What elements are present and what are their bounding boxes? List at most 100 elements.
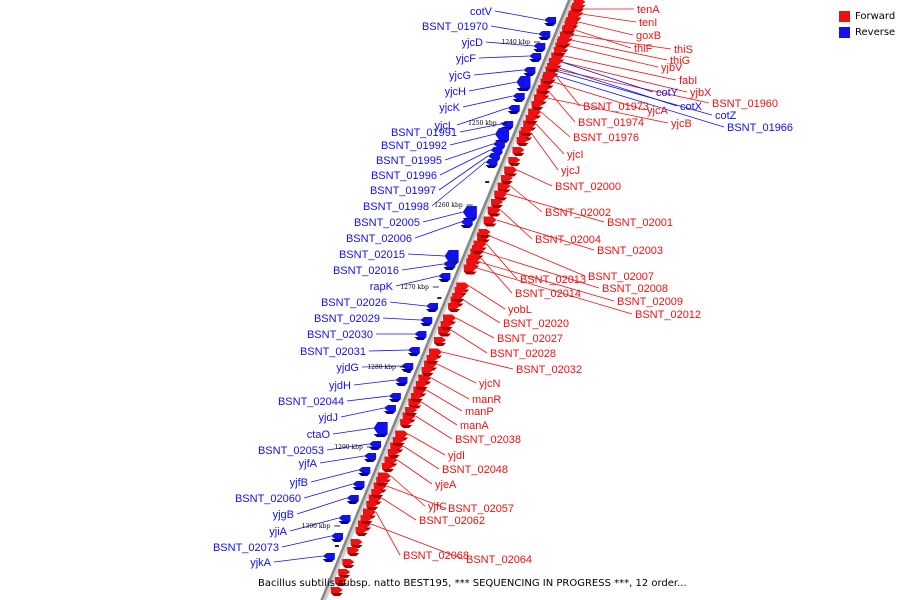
gene-block-track-324[interactable] [440, 321, 453, 330]
gene-block-bsnt-02029[interactable] [420, 317, 433, 326]
gene-block-bsnt-02030[interactable] [414, 331, 427, 340]
gene-block-yjcd[interactable] [533, 43, 546, 52]
axis-ticks: 1240 kbp 1250 kbp 1260 kbp 1270 kbp 1280 kbp… [302, 39, 541, 547]
gene-block-yjch[interactable] [516, 76, 531, 91]
gene-block-track-580[interactable] [334, 577, 347, 586]
gene-block-bsnt-02031[interactable] [407, 347, 420, 356]
gene-block-bsnt-02044[interactable] [388, 393, 401, 402]
gene-label-bsnt-02038: BSNT_02038 [455, 434, 521, 446]
gene-block-track-104[interactable] [531, 101, 544, 110]
gene-block-bsnt-02060[interactable] [352, 481, 365, 490]
gene-block-track-562[interactable] [342, 559, 355, 568]
gene-block-track-28[interactable] [562, 25, 575, 34]
feature-marker [452, 261, 457, 263]
feature-marker [334, 545, 339, 547]
gene-label-yjfa: yjfA [299, 458, 318, 470]
gene-block-track-160[interactable] [508, 157, 521, 166]
gene-block-track-492[interactable] [371, 489, 384, 498]
gene-block-cotv[interactable] [544, 17, 557, 26]
gene-label-bsnt-02020: BSNT_02020 [503, 318, 569, 330]
gene-block-track-466[interactable] [381, 463, 394, 472]
gene-block-track-88[interactable] [538, 85, 551, 94]
gene-block-track-370[interactable] [421, 367, 434, 376]
gene-label-yjcn: yjcN [479, 378, 500, 390]
gene-block-track-452[interactable] [387, 449, 400, 458]
gene-label-bsnt-02028: BSNT_02028 [490, 348, 556, 360]
gene-block-bsnt-02053[interactable] [369, 441, 382, 450]
gene-label-bsnt-02006: BSNT_02006 [346, 233, 412, 245]
gene-block-track-340[interactable] [433, 337, 446, 346]
gene-block-track-550[interactable] [347, 547, 360, 556]
gene-block-track-422[interactable] [400, 419, 413, 428]
gene-block-bsnt-02005[interactable] [462, 206, 477, 221]
gene-block-bsnt-01970[interactable] [538, 31, 551, 40]
gene-block-yjcg[interactable] [523, 67, 536, 76]
gene-block-bsnt-02000[interactable] [504, 166, 518, 177]
gene-label-bsnt-02007: BSNT_02007 [588, 271, 654, 283]
gene-block-yjka[interactable] [322, 553, 335, 562]
tick-label: 1240 kbp [502, 39, 531, 46]
gene-block-yjdg[interactable] [401, 363, 414, 372]
gene-block-yjcf[interactable] [529, 53, 542, 62]
gene-block-track-530[interactable] [355, 527, 368, 536]
gene-block-track-232[interactable] [478, 229, 491, 238]
tick-label: 1300 kbp [302, 523, 331, 530]
gene-block-track-50[interactable] [553, 47, 566, 56]
gene-block-yjia[interactable] [338, 515, 351, 524]
gene-block-track-78[interactable] [542, 75, 555, 84]
gene-block-track-306[interactable] [448, 303, 461, 312]
gene-block-bsnt-02004[interactable] [487, 206, 501, 217]
gene-block-track-504[interactable] [366, 501, 379, 510]
gene-block-track-118[interactable] [525, 115, 538, 124]
gene-block-track-542[interactable] [350, 539, 363, 548]
gene-block-bsnt-01992[interactable] [495, 128, 510, 143]
gene-block-track-140[interactable] [516, 137, 529, 146]
gene-block-bsnt-01998[interactable] [485, 159, 498, 168]
gene-block-track-572[interactable] [338, 569, 351, 578]
gene-label-bsnt-02008: BSNT_02008 [602, 283, 668, 295]
gene-block-track-396[interactable] [410, 393, 423, 402]
gene-block-track-480[interactable] [376, 477, 389, 486]
gene-label-bsnt-01995: BSNT_01995 [376, 155, 442, 167]
gene-block-track-410[interactable] [405, 407, 418, 416]
forward-swatch [839, 10, 850, 22]
gene-label-rapk: rapK [370, 281, 394, 293]
gene-block-track-440[interactable] [392, 437, 405, 446]
gene-block-bsnt-02012[interactable] [463, 264, 477, 275]
gene-block-yjcl[interactable] [507, 105, 520, 114]
gene-block-yjfb[interactable] [358, 467, 371, 476]
gene-block-track-178[interactable] [500, 175, 513, 184]
gene-block-ctao[interactable] [373, 422, 388, 437]
gene-block-track-248[interactable] [471, 245, 484, 254]
gene-label-yjca: yjcA [647, 105, 668, 117]
gene-label-manp: manP [465, 406, 494, 418]
gene-label-bsnt-02002: BSNT_02002 [545, 207, 611, 219]
gene-block-bsnt-02006[interactable] [460, 219, 473, 228]
gene-label-yjdh: yjdH [329, 380, 351, 392]
gene-block-track-66[interactable] [547, 63, 560, 72]
gene-label-ctao: ctaO [307, 429, 331, 441]
gene-label-mana: manA [460, 420, 489, 432]
gene-block-yjdh[interactable] [395, 377, 408, 386]
gene-block-rapk[interactable] [438, 273, 451, 282]
gene-block-track-358[interactable] [426, 355, 439, 364]
gene-block-bsnt-02073[interactable] [331, 533, 344, 542]
gene-block-track-150[interactable] [512, 147, 525, 156]
gene-label-yjfb: yjfB [290, 477, 308, 489]
gene-block-track-130[interactable] [520, 127, 533, 136]
gene-label-bsnt-02015: BSNT_02015 [339, 249, 405, 261]
legend-item-reverse: Reverse [839, 24, 895, 40]
gene-label-yjfc: yjfC [428, 501, 447, 513]
gene-block-track-296[interactable] [452, 293, 465, 302]
feature-marker [485, 181, 490, 183]
gene-block-bsnt-02026[interactable] [426, 303, 439, 312]
feature-marker [406, 371, 411, 373]
gene-block-track-590[interactable] [330, 587, 343, 596]
gene-block-track-518[interactable] [360, 515, 373, 524]
gene-block-yjdj[interactable] [383, 405, 396, 414]
gene-block-track-202[interactable] [490, 199, 503, 208]
gene-block-bsnt-02003[interactable] [483, 216, 497, 227]
gene-block-track-384[interactable] [415, 381, 428, 390]
gene-block-track-6[interactable] [571, 3, 584, 12]
gene-label-goxb: goxB [636, 30, 661, 42]
